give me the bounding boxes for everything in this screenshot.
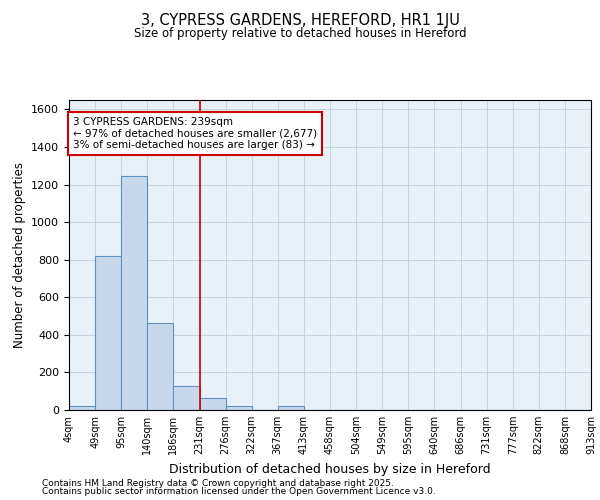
X-axis label: Distribution of detached houses by size in Hereford: Distribution of detached houses by size … <box>169 462 491 475</box>
Text: 3, CYPRESS GARDENS, HEREFORD, HR1 1JU: 3, CYPRESS GARDENS, HEREFORD, HR1 1JU <box>140 12 460 28</box>
Text: Size of property relative to detached houses in Hereford: Size of property relative to detached ho… <box>134 28 466 40</box>
Bar <box>121 176 148 410</box>
Bar <box>199 398 226 410</box>
Y-axis label: Number of detached properties: Number of detached properties <box>13 162 26 348</box>
Bar <box>226 406 252 410</box>
Text: Contains public sector information licensed under the Open Government Licence v3: Contains public sector information licen… <box>42 487 436 496</box>
Bar <box>173 386 199 410</box>
Bar <box>278 406 304 410</box>
Text: Contains HM Land Registry data © Crown copyright and database right 2025.: Contains HM Land Registry data © Crown c… <box>42 478 394 488</box>
Bar <box>148 322 173 410</box>
Bar <box>95 256 121 410</box>
Bar <box>69 406 95 410</box>
Text: 3 CYPRESS GARDENS: 239sqm
← 97% of detached houses are smaller (2,677)
3% of sem: 3 CYPRESS GARDENS: 239sqm ← 97% of detac… <box>73 117 317 150</box>
